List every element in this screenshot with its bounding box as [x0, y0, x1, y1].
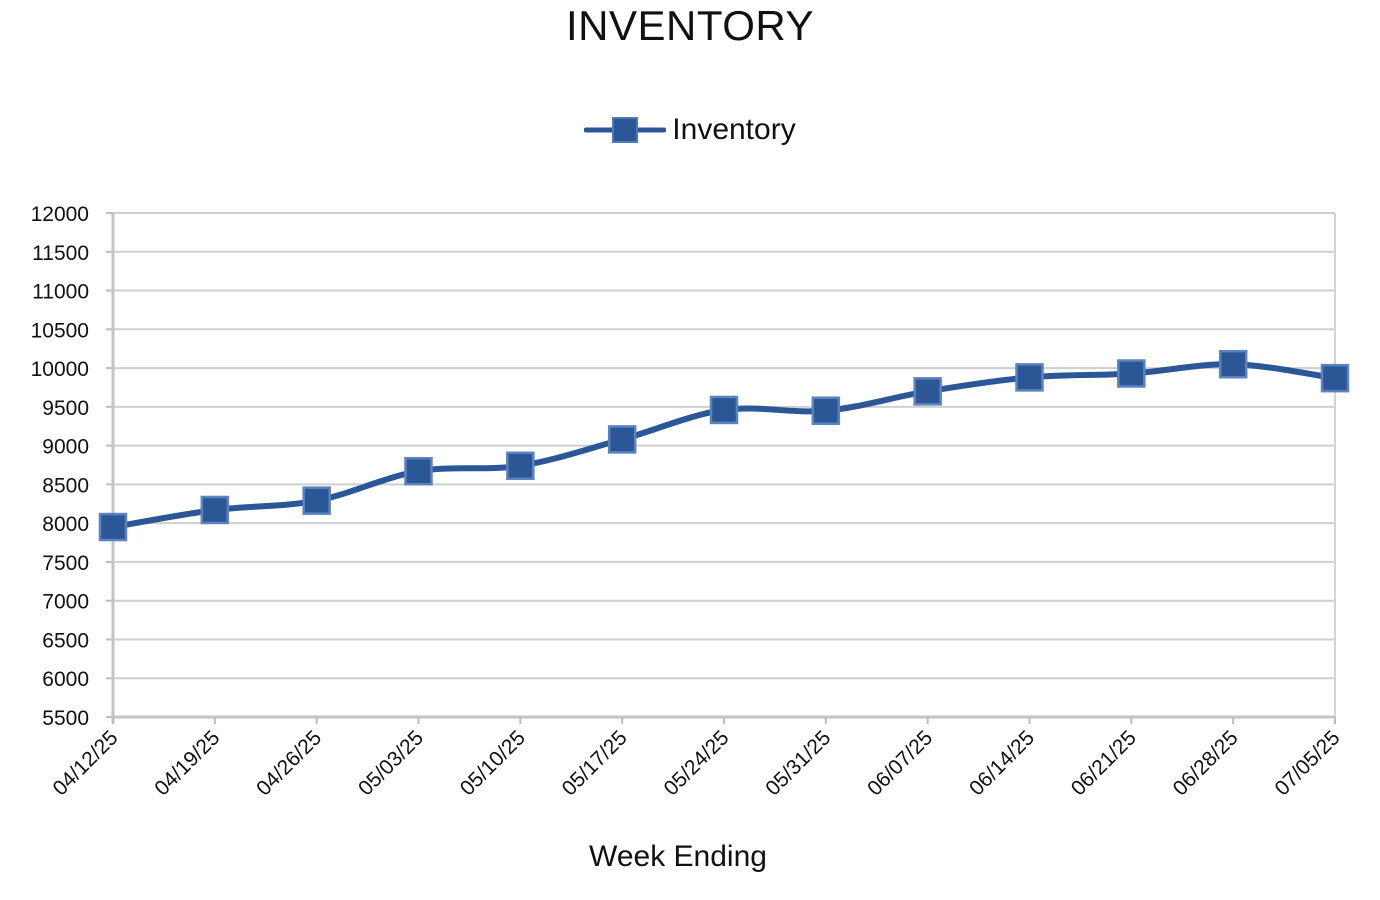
- x-tick-label: 05/17/25: [558, 726, 632, 800]
- y-tick-label: 6000: [42, 668, 89, 691]
- legend: Inventory: [0, 110, 1380, 150]
- y-tick-label: 12000: [31, 203, 89, 226]
- x-tick-label: 05/31/25: [761, 726, 835, 800]
- y-tick-label: 9500: [42, 397, 89, 420]
- y-tick-label: 10500: [31, 319, 89, 342]
- x-tick-label: 06/28/25: [1169, 726, 1243, 800]
- data-point: [200, 495, 230, 525]
- legend-swatch-icon: [584, 117, 667, 143]
- x-tick-label: 07/05/25: [1270, 726, 1344, 800]
- data-point: [811, 396, 841, 425]
- y-tick-label: 7500: [42, 552, 89, 575]
- x-tick-label: 04/26/25: [252, 726, 326, 800]
- legend-label: Inventory: [672, 113, 796, 146]
- data-point: [1320, 363, 1350, 393]
- x-tick-label: 04/12/25: [48, 726, 122, 800]
- x-tick-label: 06/14/25: [965, 726, 1039, 800]
- x-tick-label: 05/10/25: [456, 726, 530, 800]
- data-point: [1015, 363, 1044, 392]
- chart-title: INVENTORY: [565, 2, 814, 49]
- y-tick-label: 11500: [32, 242, 89, 265]
- series-inventory: [98, 349, 1350, 542]
- data-point: [404, 456, 433, 486]
- data-point: [1218, 349, 1248, 379]
- grid-lines: [113, 212, 1335, 718]
- x-tick-label: 06/21/25: [1067, 726, 1141, 800]
- x-tick-label: 06/07/25: [863, 726, 937, 800]
- y-tick-label: 10000: [31, 358, 89, 381]
- y-tick-label: 8000: [42, 513, 89, 536]
- x-tick-label: 05/03/25: [354, 726, 428, 800]
- y-tick-label: 11000: [32, 281, 89, 304]
- y-tick-label: 5500: [42, 707, 89, 730]
- x-tick-label: 05/24/25: [659, 726, 733, 800]
- data-point: [506, 451, 535, 481]
- data-point: [709, 395, 739, 425]
- y-tick-label: 9000: [42, 436, 89, 459]
- data-point: [302, 486, 331, 515]
- y-tick-label: 8500: [42, 474, 89, 497]
- data-point: [913, 377, 942, 406]
- y-tick-label: 7000: [42, 591, 89, 614]
- axes: [106, 212, 1336, 724]
- x-axis-label: Week Ending: [589, 840, 767, 873]
- y-tick-label: 6500: [42, 629, 89, 652]
- y-tick-labels: 5500 6000 6500 7000 7500 8000 8500 9000 9500 1000…: [31, 203, 89, 730]
- x-tick-label: 04/19/25: [150, 726, 224, 800]
- data-point: [607, 425, 637, 454]
- data-point: [98, 512, 128, 542]
- x-tick-labels: 04/12/25 04/19/25 04/26/25 05/03/25 05/10/25…: [48, 726, 1344, 800]
- data-point: [1117, 359, 1146, 388]
